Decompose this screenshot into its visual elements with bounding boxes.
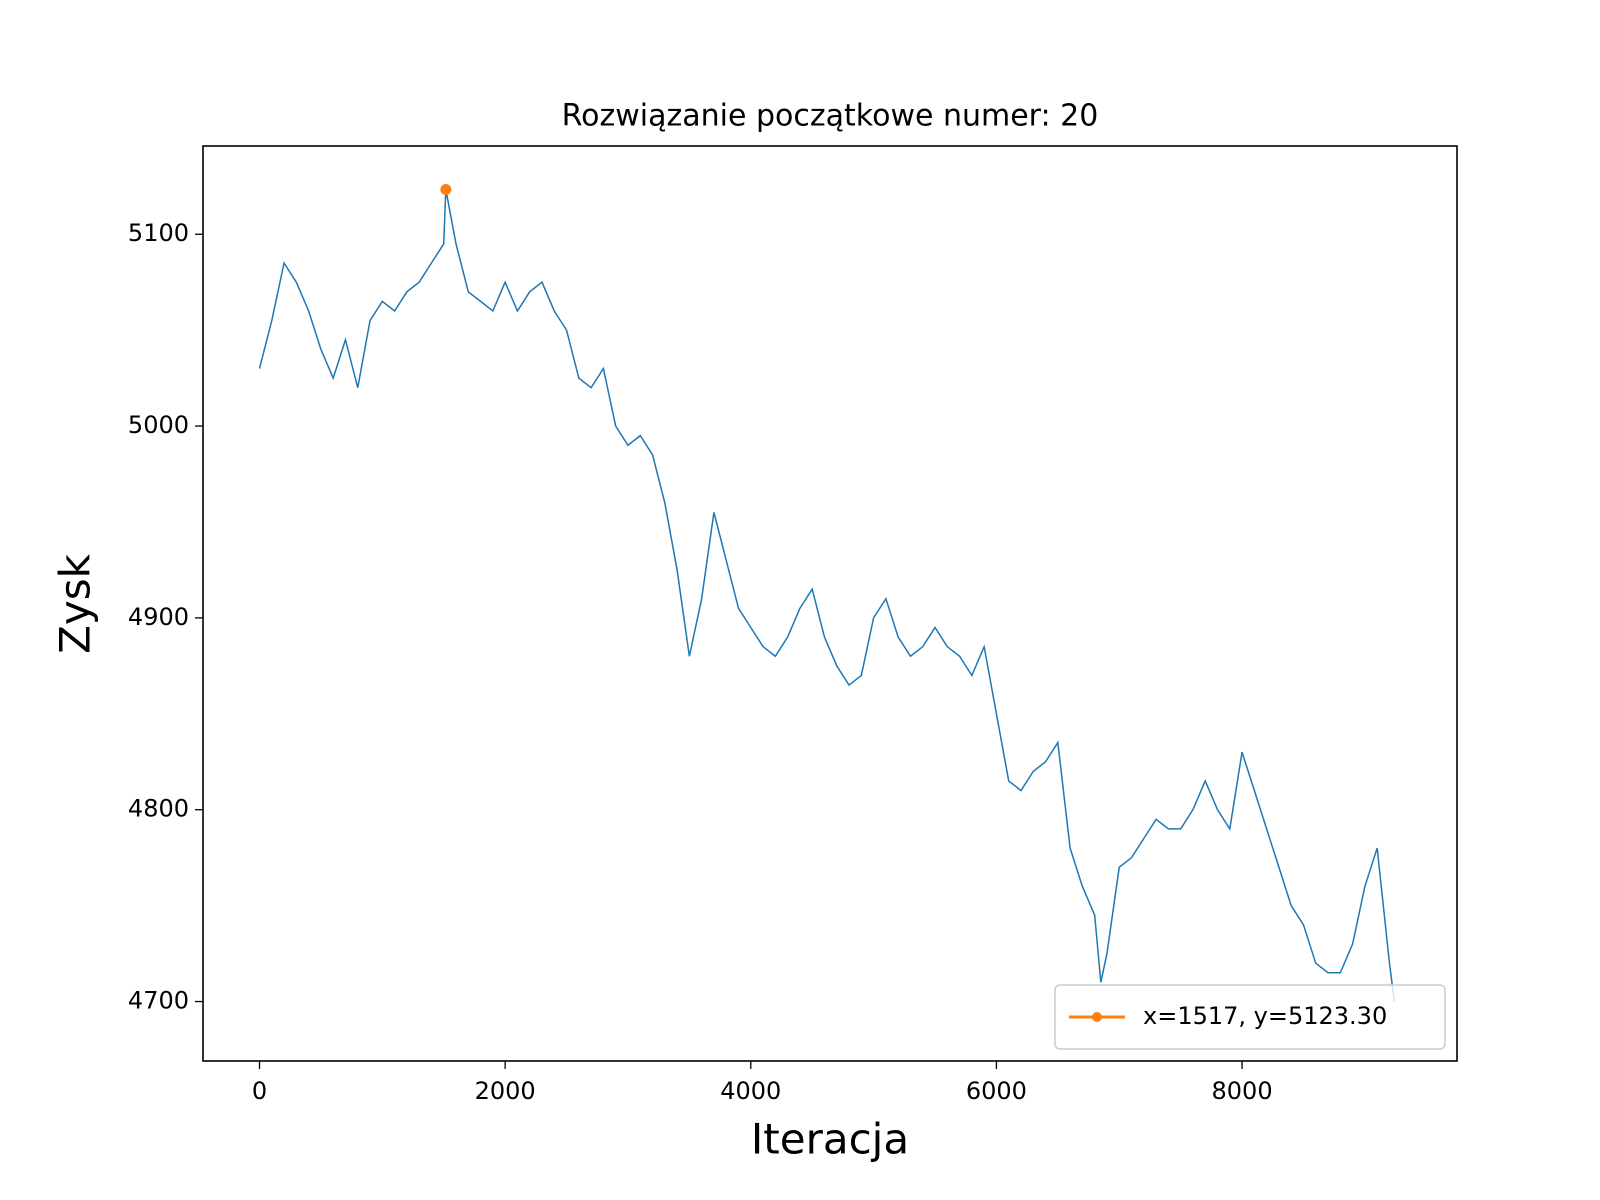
x-axis-label: Iteracja: [751, 1115, 909, 1164]
x-tick-label: 6000: [966, 1077, 1027, 1105]
y-tick-label: 4800: [128, 795, 189, 823]
data-line: [258, 189, 1396, 1002]
y-tick-label: 4700: [128, 987, 189, 1015]
y-tick-label: 5000: [128, 411, 189, 439]
x-tick-label: 2000: [475, 1077, 536, 1105]
x-tick-label: 0: [252, 1077, 267, 1105]
x-tick-label: 8000: [1212, 1077, 1273, 1105]
legend-box: [1054, 984, 1446, 1050]
legend-marker: [1092, 1012, 1102, 1022]
highlight-point: [440, 184, 452, 196]
legend-label: x=1517, y=5123.30: [1143, 1002, 1387, 1030]
x-tick-label: 4000: [720, 1077, 781, 1105]
chart-title: Rozwiązanie początkowe numer: 20: [562, 99, 1099, 134]
y-tick-label: 5100: [128, 219, 189, 247]
y-axis-label: Zysk: [51, 553, 100, 654]
y-tick-label: 4900: [128, 603, 189, 631]
plot-frame: [202, 145, 1458, 1062]
